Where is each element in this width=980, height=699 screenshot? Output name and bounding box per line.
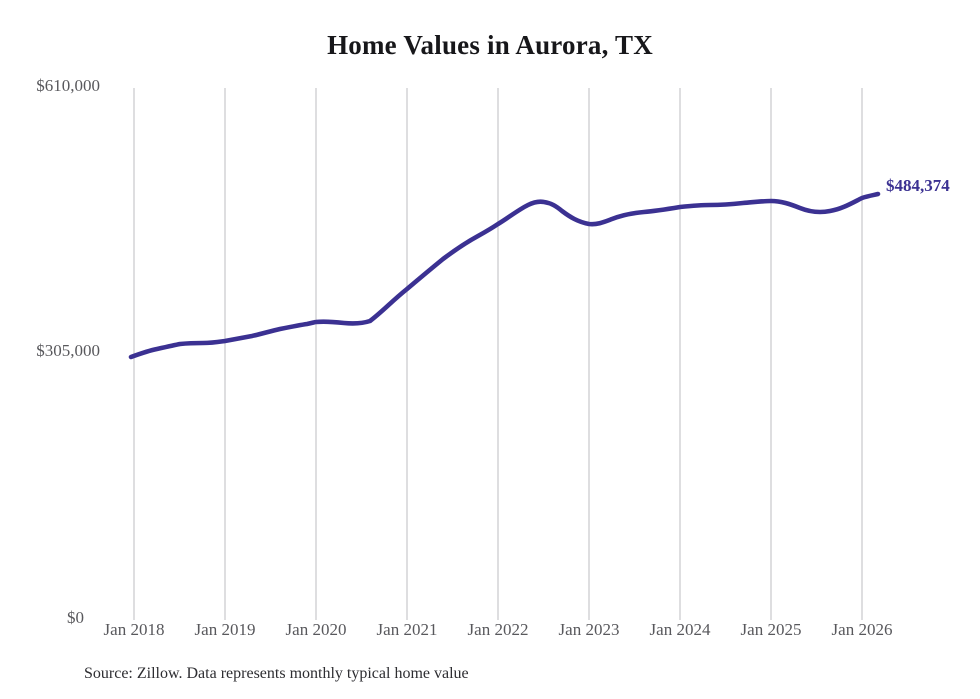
y-axis-label-top: $610,000 — [36, 76, 100, 95]
x-axis-tick-jan-2024: Jan 2024 — [649, 620, 711, 639]
last-value-annotation: $484,374 — [886, 176, 950, 195]
y-axis-label-mid: $305,000 — [36, 341, 100, 360]
x-axis-tick-jan-2023: Jan 2023 — [558, 620, 620, 639]
value-line — [128, 191, 881, 360]
x-axis-tick-jan-2018: Jan 2018 — [103, 620, 165, 639]
vertical-gridlines — [133, 88, 863, 620]
x-axis-tick-jan-2022: Jan 2022 — [467, 620, 529, 639]
x-axis-tick-jan-2019: Jan 2019 — [194, 620, 256, 639]
x-axis-tick-jan-2020: Jan 2020 — [285, 620, 347, 639]
chart-title: Home Values in Aurora, TX — [327, 30, 653, 60]
x-axis-tick-jan-2025: Jan 2025 — [740, 620, 802, 639]
y-axis-label-bottom: $0 — [67, 608, 84, 627]
x-axis-tick-jan-2021: Jan 2021 — [376, 620, 438, 639]
source-note: Source: Zillow. Data represents monthly … — [84, 665, 469, 682]
x-axis-tick-jan-2026: Jan 2026 — [831, 620, 893, 639]
